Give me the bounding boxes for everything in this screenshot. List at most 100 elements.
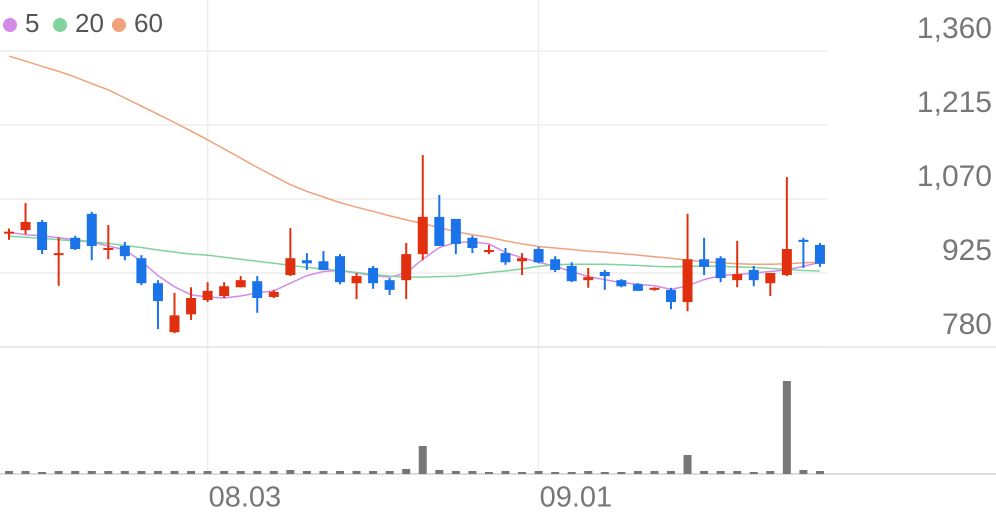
legend-label: 5 [25,8,39,38]
volume-bar [369,471,378,474]
candle-body [781,249,792,276]
ma-line [8,231,821,299]
volume-bar [518,472,527,474]
volume-bar [799,470,808,474]
candle-body [434,216,445,246]
volume-bar [617,472,626,474]
volume-bar [220,471,229,474]
candle-body [798,239,809,242]
volume-bar [468,471,477,474]
volume-bar [170,471,179,474]
candle-body [450,218,461,244]
candle-body [202,290,213,301]
candle-body [550,259,561,270]
volume-bar [534,471,543,474]
volume-bar [21,471,30,474]
volume-bar [667,471,675,474]
volume-bar [435,470,444,474]
volume-bar [104,471,113,474]
candle-body [252,281,263,299]
candle-body [37,221,48,251]
volume-bar [402,469,411,474]
candle-body [599,271,610,277]
volume-bar [683,455,692,474]
volume-bar [187,471,196,474]
candle-body [384,280,395,290]
x-tick-label: 09.01 [540,482,613,514]
y-tick-label: 1,070 [917,160,992,193]
volume-bar [319,471,328,474]
candle-body [70,237,81,250]
volume-bar [286,470,295,474]
candle-body [186,298,197,315]
ma-line [8,235,821,278]
volume-bar [716,471,725,474]
volume-bar [782,381,791,474]
candle-body [335,256,345,283]
volume-bar [352,471,361,474]
candle-body [368,267,379,284]
volume-bar [567,472,576,474]
x-tick-label: 08.03 [209,482,282,514]
candle-body [632,284,643,291]
volume-bar [385,471,394,474]
candle-body [401,254,412,281]
volume-bar [302,471,311,474]
candle-body [301,260,312,264]
candle-body [715,258,726,279]
volume-bar [484,472,493,474]
volume-bar [418,446,427,474]
legend-label: 60 [134,8,163,38]
candle-body [616,280,627,287]
volume-bar [584,471,593,474]
candle-body [566,265,577,282]
volume-bar [749,472,758,474]
volume-bar [766,471,775,474]
candle-body [136,258,147,284]
candle-body [765,273,776,284]
candle-body [483,250,494,253]
candle-body [169,315,180,333]
candle-body [699,259,710,267]
candle-body [152,283,163,302]
volume-bar [633,471,642,474]
volume-bar [336,471,344,474]
y-tick-label: 1,360 [917,12,992,45]
candle-body [20,221,31,231]
candle-body [814,244,825,264]
candle-body [533,249,544,263]
y-tick-label: 1,215 [917,86,992,119]
legend-dot [112,18,126,32]
volume-bar [269,471,278,474]
candle-body [517,258,528,262]
candle-body [285,258,296,276]
volume-bar [551,472,560,474]
volume-bar [501,471,510,474]
volume-bar [650,471,659,474]
volume-bar [87,471,96,474]
volume-bar [600,472,609,474]
legend-dot [3,18,17,32]
candle-body [748,269,759,281]
ma-line [8,55,821,266]
volume-bar [38,472,47,474]
legend-dot [53,18,67,32]
candle-body [732,274,743,281]
candle-body [649,287,660,290]
candle-body [417,216,428,255]
candle-body [4,231,14,234]
volume-bar [203,471,212,474]
candle-body [318,261,329,270]
volume-bar [137,471,146,474]
candle-body [86,213,97,246]
y-tick-label: 925 [942,234,992,267]
candle-body [351,276,362,284]
volume-bar [54,471,63,474]
volume-bar [733,471,742,474]
volume-bar [71,471,80,474]
y-tick-label: 780 [942,308,992,341]
volume-bar [815,471,824,474]
volume-bar [253,471,262,474]
volume-bar [700,471,709,474]
